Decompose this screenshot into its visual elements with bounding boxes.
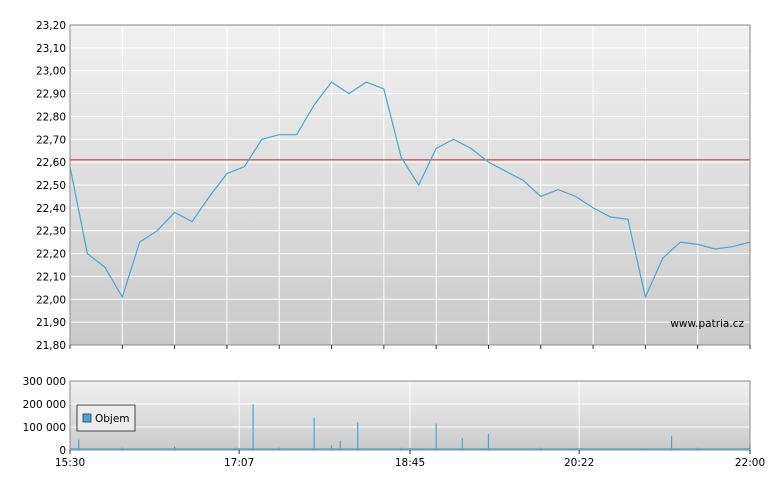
volume-bar: [435, 423, 437, 450]
volume-bar: [330, 445, 333, 450]
volume-bar: [278, 447, 280, 450]
volume-bar: [400, 447, 402, 450]
volume-bar: [697, 447, 699, 450]
price-tick-label: 22,50: [36, 180, 66, 192]
volume-tick-label: 100 000: [23, 422, 66, 434]
price-tick-label: 22,70: [36, 134, 66, 146]
volume-bar: [357, 422, 359, 450]
price-tick-label: 21,90: [36, 317, 66, 329]
price-tick-label: 21,80: [36, 340, 66, 352]
volume-bar: [252, 404, 254, 450]
volume-bar: [121, 447, 123, 450]
x-tick-label: 20:22: [564, 457, 594, 469]
price-tick-label: 22,00: [36, 294, 66, 306]
price-series-line: [69, 81, 751, 299]
price-tick-label: 22,30: [36, 226, 66, 238]
price-tick-label: 22,20: [36, 249, 66, 261]
x-tick-label: 15:30: [55, 457, 85, 469]
price-tick-label: 22,40: [36, 203, 66, 215]
volume-bar: [487, 433, 490, 450]
volume-bar: [235, 447, 237, 450]
volume-bar: [575, 448, 577, 450]
volume-tick-label: 200 000: [23, 399, 66, 411]
x-tick-label: 22:00: [735, 457, 765, 469]
volume-bar: [540, 447, 542, 450]
price-tick-label: 22,60: [36, 157, 66, 169]
volume-bar: [461, 438, 463, 450]
volume-bar: [339, 440, 341, 450]
volume-bar: [174, 446, 176, 450]
price-frame: [69, 24, 751, 346]
volume-baseline-strip: [70, 448, 750, 450]
price-tick-label: 22,10: [36, 271, 66, 283]
price-tick-label: 22,90: [36, 89, 66, 101]
x-tick-label: 17:07: [224, 457, 254, 469]
price-tick-label: 23,10: [36, 43, 66, 55]
volume-bar: [313, 417, 315, 450]
volume-bar: [418, 448, 420, 450]
price-tick-label: 23,20: [36, 20, 66, 32]
price-tick-label: 23,00: [36, 66, 66, 78]
volume-tick-label: 0: [59, 445, 66, 457]
volume-tick-label: 300 000: [23, 376, 66, 388]
volume-bar: [670, 436, 673, 450]
volume-bar: [644, 448, 646, 450]
watermark: www.patria.cz: [670, 318, 744, 330]
volume-legend: Objem: [76, 404, 136, 432]
x-tick-label: 18:45: [395, 457, 425, 469]
legend-swatch: [82, 413, 92, 423]
legend-label: Objem: [95, 413, 130, 425]
volume-bar: [78, 439, 80, 450]
price-tick-label: 22,80: [36, 111, 66, 123]
